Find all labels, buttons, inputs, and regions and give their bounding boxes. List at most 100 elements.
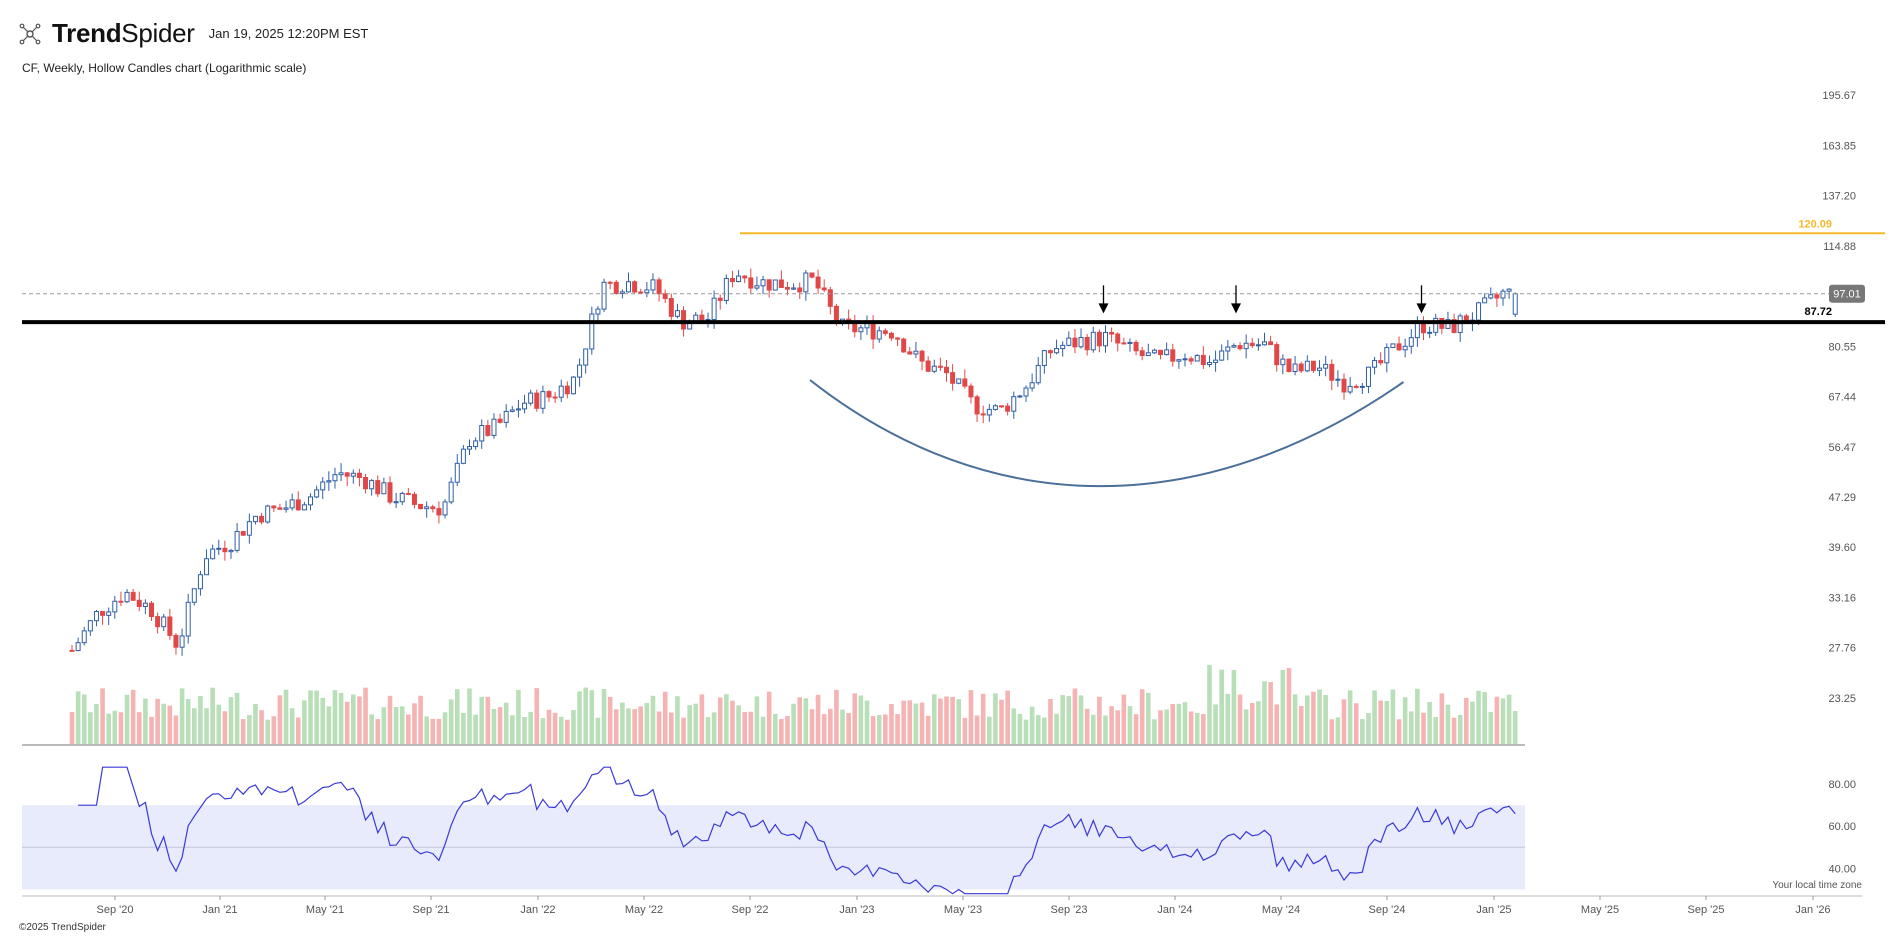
volume-bar — [1188, 711, 1194, 745]
candle-body — [1329, 363, 1335, 381]
volume-bar — [1482, 692, 1487, 745]
price-tick-label: 23.25 — [1828, 693, 1856, 705]
volume-bar — [858, 695, 864, 745]
volume-bar — [1262, 681, 1267, 745]
candle-body — [803, 272, 809, 293]
candle-body — [112, 600, 118, 613]
volume-bar — [736, 705, 741, 745]
candle-body — [387, 482, 393, 503]
candle-body — [1158, 349, 1164, 356]
volume-bar — [1194, 712, 1200, 745]
candle-body — [1139, 350, 1145, 357]
candlesticks — [69, 268, 1518, 656]
volume-bar — [601, 689, 607, 745]
candle-body — [1414, 323, 1420, 339]
time-tick-label: Jan '22 — [520, 904, 555, 916]
candle-body — [937, 365, 943, 368]
header: TrendSpider Jan 19, 2025 12:20PM EST — [18, 18, 368, 49]
volume-bar — [69, 711, 75, 745]
candle-body — [601, 281, 607, 310]
volume-bar — [424, 716, 429, 745]
time-tick-label: May '21 — [306, 904, 344, 916]
volume-bar — [289, 708, 295, 745]
candle-body — [1164, 349, 1170, 356]
volume-bar — [1305, 695, 1310, 745]
candle-body — [656, 279, 662, 295]
candle-body — [234, 531, 240, 551]
candle-body — [1151, 349, 1157, 354]
volume-bar — [1072, 688, 1078, 745]
volume-bar — [418, 695, 423, 745]
volume-bar — [876, 714, 882, 745]
volume-bar — [228, 697, 234, 745]
volume-bar — [1335, 717, 1341, 745]
volume-bar — [1011, 708, 1017, 745]
candle-body — [1096, 331, 1102, 347]
volume-bar — [950, 696, 955, 745]
volume-bar — [607, 696, 613, 745]
volume-bar — [1427, 702, 1432, 745]
candle-body — [1029, 382, 1035, 389]
price-tick-label: 80.55 — [1828, 341, 1856, 353]
candle-body — [509, 409, 515, 412]
price-tick-label: 27.76 — [1828, 643, 1856, 655]
volume-bar — [406, 714, 411, 745]
volume-bar — [1066, 696, 1072, 745]
candle-body — [1408, 337, 1414, 347]
candle-body — [613, 281, 619, 294]
candle-body — [1060, 344, 1066, 350]
volume-bar — [1476, 690, 1481, 745]
candle-body — [1188, 358, 1194, 362]
volume-bar — [1225, 693, 1231, 745]
volume-bar — [179, 688, 185, 745]
candle-body — [534, 392, 540, 409]
volume-bar — [1152, 719, 1157, 745]
candle-body — [418, 503, 424, 510]
candle-body — [155, 616, 161, 628]
candle-body — [797, 287, 803, 293]
candle-body — [411, 493, 417, 505]
volume-bar — [118, 712, 124, 745]
volume-bar — [1402, 697, 1408, 745]
time-tick-label: Sep '24 — [1369, 904, 1406, 916]
volume-bar — [399, 706, 405, 745]
candle-body — [1127, 341, 1133, 344]
volume-bar — [308, 690, 313, 745]
volume-bar — [106, 713, 111, 745]
candle-body — [1249, 342, 1255, 347]
volume-bar — [497, 707, 503, 745]
volume-bar — [742, 712, 747, 745]
candle-body — [338, 472, 344, 476]
candle-body — [809, 272, 815, 278]
candle-body — [815, 276, 821, 289]
volume-bar — [1060, 695, 1065, 745]
volume-bar — [620, 702, 625, 745]
time-tick-label: May '24 — [1262, 904, 1300, 916]
volume-bar — [192, 708, 197, 745]
candle-body — [827, 289, 833, 307]
volume-bar — [375, 719, 381, 745]
candle-body — [314, 489, 320, 498]
volume-bar — [283, 689, 289, 745]
rsi-panel — [22, 805, 1525, 890]
candle-body — [577, 364, 583, 378]
candle-body — [259, 515, 265, 523]
candle-body — [124, 591, 130, 603]
volume-bar — [124, 694, 130, 745]
candle-body — [81, 630, 87, 644]
candle-body — [778, 279, 784, 288]
candle-body — [405, 492, 411, 495]
candle-body — [944, 366, 949, 374]
candle-body — [430, 506, 436, 510]
candle-body — [1194, 354, 1200, 362]
price-tick-label: 114.88 — [1823, 241, 1856, 253]
candle-body — [564, 385, 570, 395]
candle-body — [1109, 331, 1115, 335]
candle-body — [1280, 358, 1286, 366]
candle-body — [870, 322, 876, 340]
candle-body — [1047, 350, 1053, 354]
volume-bar — [1115, 710, 1121, 745]
volume-bar — [332, 690, 338, 745]
candle-body — [1170, 349, 1176, 362]
